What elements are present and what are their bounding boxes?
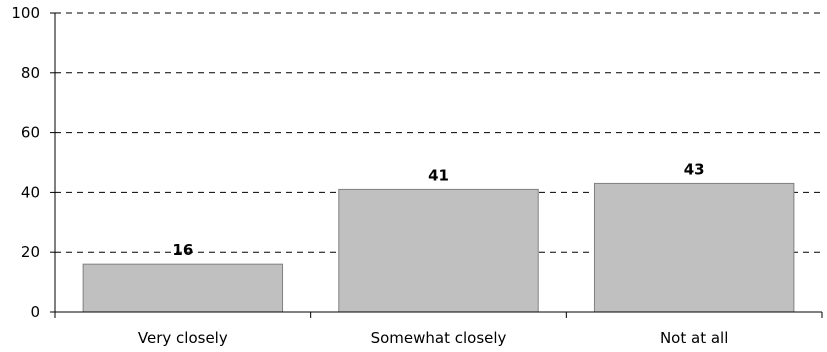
y-tick-label-20: 20 xyxy=(21,243,40,261)
bar-1 xyxy=(338,188,539,313)
x-tick-label-2: Not at all xyxy=(660,329,728,347)
y-tick-label-60: 60 xyxy=(21,124,40,142)
y-tick-label-80: 80 xyxy=(21,64,40,82)
bar-2 xyxy=(593,182,795,313)
bar-0 xyxy=(82,263,284,313)
bars xyxy=(82,182,795,313)
y-tick-label-0: 0 xyxy=(30,303,40,321)
labels: 0 20 40 60 80 100 16 Very closely 41 Somewhat clo… xyxy=(11,4,728,347)
y-tick-label-40: 40 xyxy=(21,183,40,201)
axes xyxy=(50,12,823,318)
x-tick-label-1: Somewhat closely xyxy=(371,329,507,347)
data-label-1: 41 xyxy=(428,166,449,184)
data-label-2: 43 xyxy=(684,160,705,178)
data-label-0: 16 xyxy=(172,241,193,259)
x-tick-label-0: Very closely xyxy=(138,329,228,347)
y-tick-label-100: 100 xyxy=(11,4,40,22)
